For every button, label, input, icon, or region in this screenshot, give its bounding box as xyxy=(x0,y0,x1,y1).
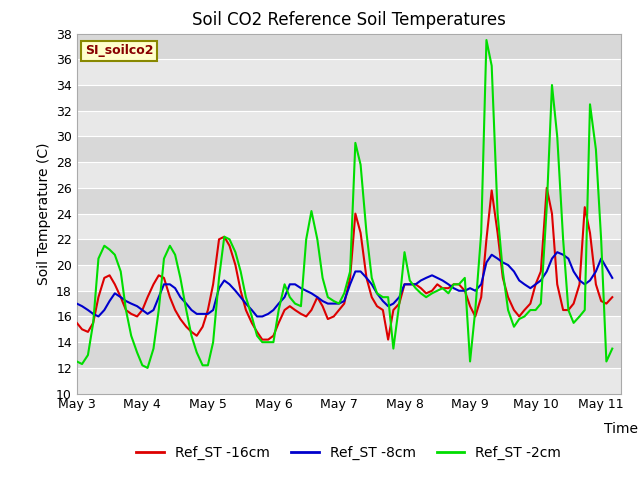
Bar xyxy=(77,34,621,60)
Y-axis label: Soil Temperature (C): Soil Temperature (C) xyxy=(36,143,51,285)
Bar xyxy=(77,265,621,291)
Bar xyxy=(77,111,621,136)
Text: SI_soilco2: SI_soilco2 xyxy=(85,44,154,58)
Legend: Ref_ST -16cm, Ref_ST -8cm, Ref_ST -2cm: Ref_ST -16cm, Ref_ST -8cm, Ref_ST -2cm xyxy=(131,441,567,466)
Bar xyxy=(77,214,621,240)
Bar xyxy=(77,316,621,342)
Bar xyxy=(77,162,621,188)
Title: Soil CO2 Reference Soil Temperatures: Soil CO2 Reference Soil Temperatures xyxy=(192,11,506,29)
Bar xyxy=(77,291,621,316)
Bar xyxy=(77,342,621,368)
Bar xyxy=(77,60,621,85)
Bar xyxy=(77,368,621,394)
Bar xyxy=(77,85,621,111)
Bar xyxy=(77,136,621,162)
X-axis label: Time: Time xyxy=(604,422,638,436)
Bar xyxy=(77,188,621,214)
Bar xyxy=(77,240,621,265)
